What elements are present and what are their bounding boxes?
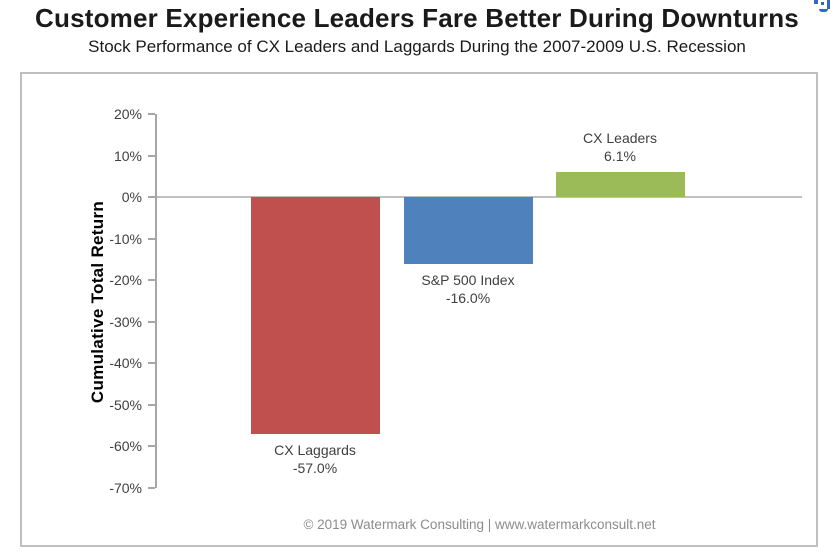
y-tick-mark [148,403,155,406]
bar-value-label: -57.0% [292,459,338,476]
broken-image-icon [814,0,832,14]
copyright-footer: © 2019 Watermark Consulting | www.waterm… [303,517,656,532]
bar-s-p-500-index [403,197,533,264]
y-tick-mark [148,154,155,157]
y-tick-mark [148,362,155,365]
y-tick-label: 0% [121,189,142,206]
chart-frame: Cumulative Total Return 20% 10% 0% -10% -20%… [20,72,818,547]
y-tick-label: 10% [113,147,142,164]
y-tick-mark [148,445,155,448]
bar-label-cx-leaders: CX Leaders 6.1% [535,129,705,165]
bar-value-label: -16.0% [445,289,491,306]
bar-category-label: S&P 500 Index [421,271,515,288]
y-tick-label: -30% [109,313,142,330]
y-tick-label: -20% [109,272,142,289]
y-tick-mark [148,487,155,489]
y-tick-label: -60% [109,438,142,455]
y-tick-label: -40% [109,355,142,372]
bar-cx-laggards [250,197,380,434]
y-tick-label: 20% [113,106,142,122]
bar-label-cx-laggards: CX Laggards -57.0% [230,441,400,477]
page-subtitle: Stock Performance of CX Leaders and Lagg… [88,37,746,56]
bar-cx-leaders [555,171,685,198]
bar-label-s-p-500-index: S&P 500 Index -16.0% [383,271,553,307]
bar-value-label: 6.1% [604,147,636,164]
bar-category-label: CX Laggards [274,441,356,458]
y-tick-mark [148,320,155,323]
y-tick-label: -70% [109,480,142,496]
plot-area: 20% 10% 0% -10% -20% -30% -40% -50% -60% -70% CX L… [22,74,816,545]
y-tick-label: -10% [109,230,142,247]
y-tick-mark [148,237,155,240]
y-axis-line [155,114,157,488]
y-tick-mark [148,113,155,115]
bar-category-label: CX Leaders [583,129,657,146]
page-title: Customer Experience Leaders Fare Better … [35,3,799,33]
y-tick-label: -50% [109,396,142,413]
y-tick-mark [148,279,155,282]
y-tick-mark [148,196,155,199]
